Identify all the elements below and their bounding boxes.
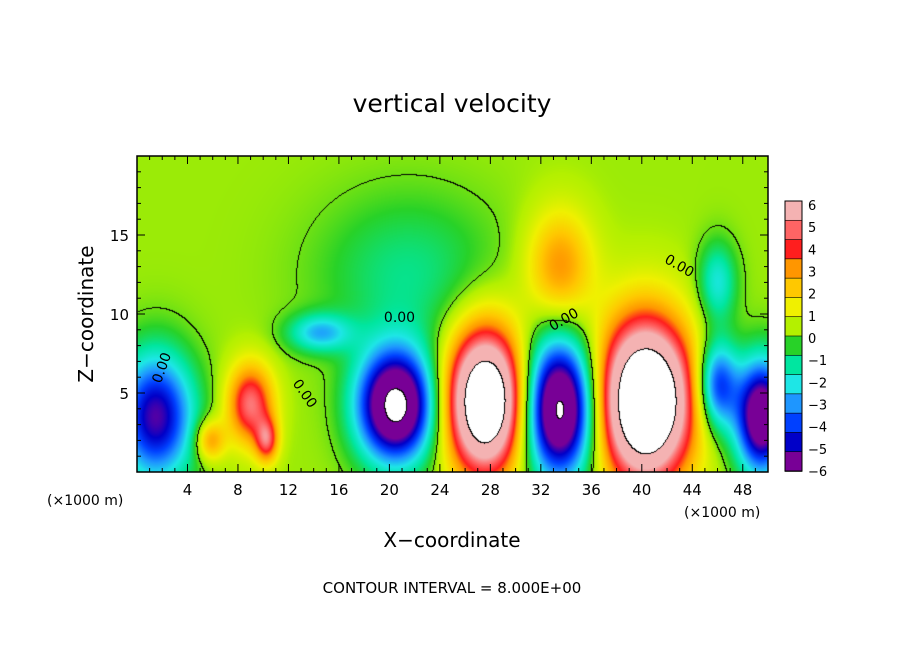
- plot-area: 0.000.000.00 0.000.00 4 8 12 16 20 24 28 32 36 40 4…: [110, 155, 769, 499]
- colorbar-label: 2: [808, 288, 816, 303]
- y-tick-label: 10: [110, 306, 129, 324]
- x-tick-label: 44: [683, 481, 702, 499]
- colorbar-label: 1: [808, 310, 816, 325]
- colorbar-label: 6: [808, 199, 816, 214]
- colorbar-frame: [784, 200, 803, 472]
- colorbar-swatch: [784, 451, 803, 472]
- y-tick-label: 5: [119, 385, 129, 403]
- colorbar-label: −6: [808, 465, 827, 480]
- colorbar-swatch: [784, 277, 803, 299]
- colorbar-label: −3: [808, 399, 827, 414]
- colorbar-swatch: [784, 354, 803, 376]
- colorbar-swatch: [784, 219, 803, 241]
- colorbar-swatch: [784, 239, 803, 260]
- contour-interval-note: CONTOUR INTERVAL = 8.000E+00: [323, 579, 582, 597]
- colorbar-swatch: [784, 374, 803, 395]
- x-unit-right: (×1000 m): [684, 505, 760, 521]
- x-tick-label: 40: [632, 481, 651, 499]
- x-tick-label: 48: [733, 481, 752, 499]
- x-tick-label: 16: [329, 481, 348, 499]
- x-tick-label: 4: [183, 481, 193, 499]
- colorbar-swatch: [784, 393, 803, 414]
- y-axis: 5 10 15: [110, 171, 768, 457]
- x-tick-label: 20: [380, 481, 399, 499]
- colorbar-label: −4: [808, 421, 827, 436]
- x-unit-left: (×1000 m): [47, 493, 123, 509]
- colorbar-swatch: [784, 412, 803, 434]
- colorbar-label: 5: [808, 221, 816, 236]
- x-tick-label: 12: [279, 481, 298, 499]
- x-tick-label: 8: [233, 481, 243, 499]
- colorbar-label: 4: [808, 243, 816, 258]
- colorbar: 6 5 4 3 2 1 0 −1 −2 −3 −4 −5 −6: [784, 199, 827, 480]
- y-axis-label: Z−coordinate: [74, 245, 98, 382]
- colorbar-swatch: [784, 297, 803, 318]
- velocity-field: [137, 156, 768, 472]
- x-tick-label: 24: [430, 481, 449, 499]
- colorbar-label: 0: [808, 332, 816, 347]
- colorbar-label: 3: [808, 266, 816, 281]
- x-tick-label: 36: [582, 481, 601, 499]
- colorbar-label: −1: [808, 354, 827, 369]
- chart-title: vertical velocity: [353, 89, 552, 118]
- colorbar-swatches: [784, 200, 803, 472]
- colorbar-labels: 6 5 4 3 2 1 0 −1 −2 −3 −4 −5 −6: [808, 199, 827, 480]
- colorbar-label: −5: [808, 443, 827, 458]
- colorbar-swatch: [784, 432, 803, 453]
- colorbar-swatch: [784, 316, 803, 337]
- x-tick-label: 28: [481, 481, 500, 499]
- colorbar-swatch: [784, 258, 803, 279]
- y-tick-label: 15: [110, 227, 129, 245]
- colorbar-label: −2: [808, 376, 827, 391]
- colorbar-swatch: [784, 335, 803, 357]
- x-axis-label: X−coordinate: [383, 528, 520, 552]
- colorbar-swatch: [784, 200, 803, 222]
- x-axis: 4 8 12 16 20 24 28 32 36 40 44 48: [149, 156, 756, 499]
- contour-label: 0.00: [384, 310, 415, 326]
- x-tick-label: 32: [531, 481, 550, 499]
